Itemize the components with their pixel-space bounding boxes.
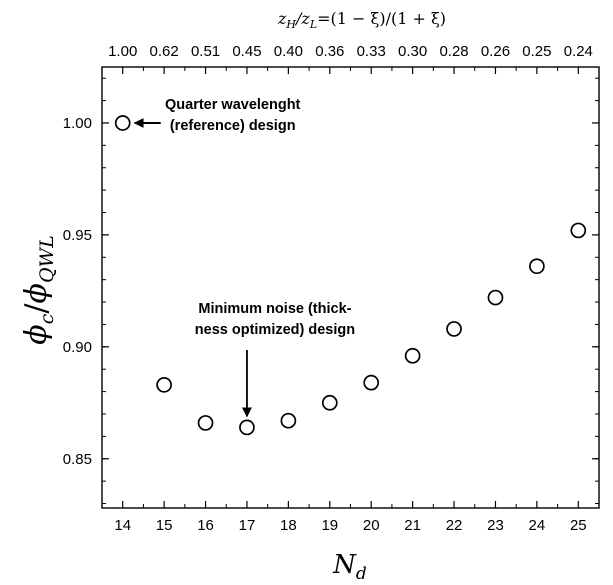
data-point	[280, 412, 297, 429]
x-tick-label: 25	[570, 517, 587, 534]
data-point	[446, 321, 462, 337]
top-tick-label: 0.33	[357, 43, 386, 60]
top-tick-label: 1.00	[108, 43, 137, 60]
top-z1: z	[277, 9, 287, 28]
ticks-layer: 14 15 16 17 18 19 20 21 22 23 24 25 1.00 0.62 0.51 0.45…	[63, 43, 600, 534]
x-tick-label: 23	[487, 517, 504, 534]
top-tick-label: 0.40	[274, 43, 303, 60]
data-point	[239, 419, 255, 436]
y-tick-label: 0.95	[63, 227, 92, 244]
y-tick-label: 0.90	[63, 339, 92, 356]
top-tick-label: 0.24	[564, 43, 593, 60]
x-tick-label: 24	[529, 517, 546, 534]
top-tick-label: 0.28	[439, 43, 468, 60]
x-tick-label: 15	[156, 517, 173, 534]
annotation-reference-line: Quarter wavelenght	[165, 97, 301, 113]
annotation-layer: Quarter wavelenght (reference) design Mini…	[133, 97, 355, 418]
x-tick-label: 16	[197, 517, 214, 534]
data-point	[363, 374, 380, 391]
x-tick-label: 18	[280, 517, 297, 534]
annotation-minimum-line: Minimum noise (thick-	[198, 301, 351, 317]
top-tick-label: 0.45	[232, 43, 261, 60]
top-z2: z	[300, 9, 310, 28]
top-axis-label: zH/zL=(1 − ξ)/(1 + ξ)	[277, 9, 446, 31]
data-point	[487, 289, 504, 306]
x-label-n: N	[332, 550, 357, 580]
y-label-den: ϕ	[19, 283, 54, 303]
y-tick-label: 1.00	[63, 115, 92, 132]
x-axis-label: Nd	[332, 550, 367, 584]
top-tick-label: 0.26	[481, 43, 510, 60]
data-point	[114, 115, 131, 131]
annotation-minimum-line: ness optimized) design	[195, 322, 355, 338]
x-tick-label: 22	[446, 517, 463, 534]
top-z1-sub: H	[285, 18, 296, 31]
top-tick-label: 0.30	[398, 43, 427, 60]
top-tick-label: 0.25	[522, 43, 551, 60]
data-point	[197, 415, 214, 431]
x-label-sub: d	[356, 564, 367, 584]
top-tick-label: 0.36	[315, 43, 344, 60]
top-tick-label: 0.51	[191, 43, 220, 60]
y-label-phi: ϕ	[19, 324, 54, 344]
points-layer	[114, 115, 587, 436]
data-point	[404, 347, 421, 364]
data-point	[321, 394, 338, 411]
y-label-den-sub: QWL	[36, 235, 58, 283]
x-tick-label: 14	[114, 517, 131, 534]
top-z2-sub: L	[309, 18, 317, 31]
y-tick-label: 0.85	[63, 451, 92, 468]
x-tick-label: 17	[239, 517, 256, 534]
top-slash: /	[294, 9, 303, 28]
y-axis-label: ϕc/ϕQWL	[19, 235, 58, 344]
data-point	[570, 222, 587, 239]
x-tick-label: 21	[404, 517, 421, 534]
top-rest: =(1 − ξ)/(1 + ξ)	[317, 9, 446, 28]
annotation-reference-line: (reference) design	[170, 118, 296, 134]
x-tick-label: 20	[363, 517, 380, 534]
top-tick-label: 0.62	[150, 43, 179, 60]
data-point	[156, 377, 172, 393]
y-label-phi-sub: c	[36, 313, 58, 324]
data-point	[529, 258, 545, 275]
y-label-slash: /	[19, 303, 54, 314]
x-tick-label: 19	[321, 517, 338, 534]
